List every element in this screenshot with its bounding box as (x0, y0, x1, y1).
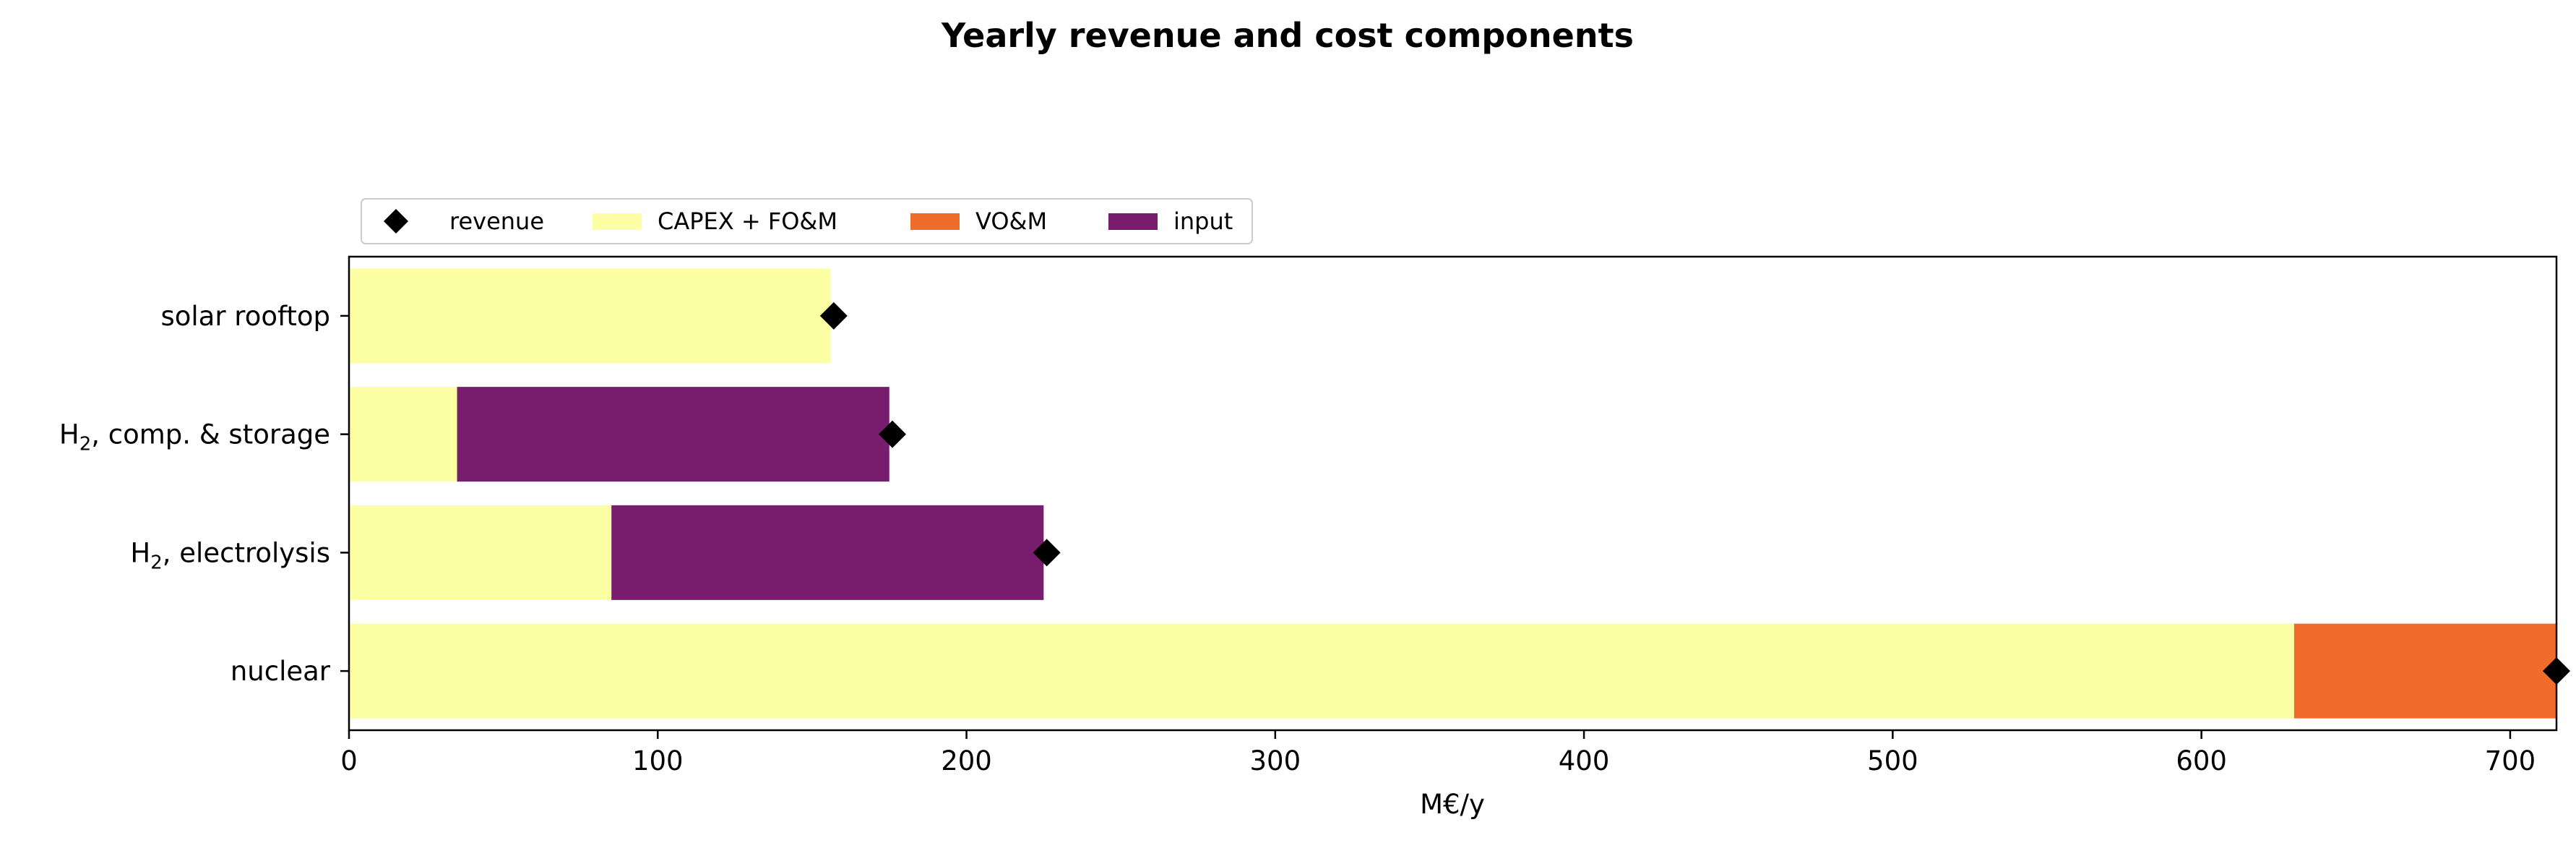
bar-vo-m-nuclear (2293, 623, 2556, 719)
x-axis-label: M€/y (1420, 789, 1485, 820)
bar-input-h2-comp-storage (457, 387, 889, 482)
y-tick-label: solar rooftop (160, 301, 330, 332)
y-tick-label: nuclear (231, 656, 331, 687)
bar-capex-fo-m-h2-comp-storage (349, 387, 457, 482)
legend-swatch-revenue (384, 209, 408, 234)
x-tick-label: 600 (2176, 745, 2227, 776)
legend-swatch-capex-fo-m (593, 213, 642, 230)
legend-swatch-input (1108, 213, 1158, 230)
y-tick-label: H2, electrolysis (130, 537, 330, 573)
bar-capex-fo-m-h2-electrolysis (349, 505, 612, 600)
bar-capex-fo-m-solar-rooftop (349, 268, 831, 364)
legend-frame (361, 198, 1253, 244)
x-tick-label: 500 (1867, 745, 1918, 776)
legend-label-revenue: revenue (449, 207, 544, 235)
legend-label-capex-fo-m: CAPEX + FO&M (658, 207, 837, 235)
plot-area-frame (348, 255, 2558, 732)
bar-capex-fo-m-nuclear (349, 623, 2294, 719)
legend-label-vo-m: VO&M (975, 207, 1047, 235)
x-tick-label: 400 (1559, 745, 1610, 776)
legend-label-input: input (1173, 207, 1233, 235)
revenue-marker-h2-electrolysis (1033, 539, 1061, 567)
x-tick-label: 700 (2485, 745, 2536, 776)
revenue-marker-h2-comp-storage (879, 420, 906, 448)
x-tick-label: 300 (1250, 745, 1301, 776)
y-axis: solar rooftop H2, comp. & storage H2, elec… (59, 301, 349, 687)
x-axis: 0 100 200 300 400 500 600 700 (340, 730, 2536, 776)
legend: revenue CAPEX + FO&M VO&M input (361, 198, 1253, 244)
x-tick-label: 100 (632, 745, 684, 776)
bars (349, 268, 2556, 719)
x-tick-label: 0 (340, 745, 358, 776)
legend-swatch-vo-m (910, 213, 960, 230)
x-tick-label: 200 (941, 745, 992, 776)
revenue-marker-solar-rooftop (819, 301, 848, 330)
chart-title: Yearly revenue and cost components (941, 16, 1634, 55)
y-tick-label: H2, comp. & storage (59, 419, 330, 455)
bar-input-h2-electrolysis (611, 505, 1044, 600)
